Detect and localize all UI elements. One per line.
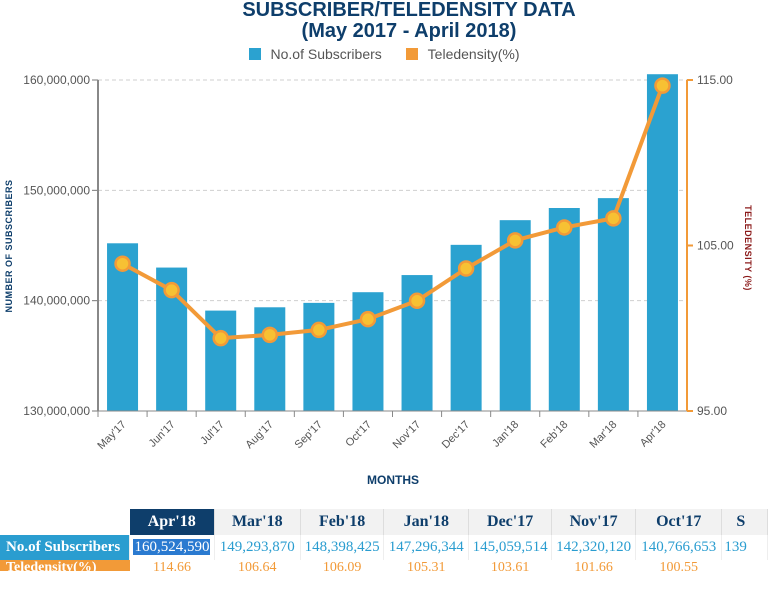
- table-header-month[interactable]: Nov'17: [551, 509, 637, 535]
- y-left-tick-label: 150,000,000: [23, 183, 90, 197]
- table-cell: 142,320,120: [551, 535, 637, 560]
- y-right-tick-label: 105.00: [697, 239, 734, 253]
- legend-label-teledensity: Teledensity(%): [427, 46, 520, 62]
- table-corner: [0, 509, 130, 535]
- table-cell: 148,398,425: [300, 535, 385, 560]
- chart-subtitle: (May 2017 - April 2018): [301, 20, 517, 42]
- table-cell: 101.66: [574, 560, 613, 571]
- y-right-tick-label: 115.00: [697, 73, 733, 87]
- chart-title-line1: SUBSCRIBER/TELEDENSITY DATA: [242, 0, 576, 21]
- table-cell: 160,524,590: [129, 535, 215, 560]
- combo-chart: 130,000,000 140,000,000 150,000,000 160,000…: [4, 73, 753, 487]
- teledensity-point: [212, 329, 229, 347]
- table-header-month[interactable]: Feb'18: [300, 509, 385, 535]
- legend: No.of Subscribers Teledensity(%): [0, 46, 768, 63]
- teledensity-point: [261, 326, 279, 344]
- table-cell: 145,059,514: [468, 535, 553, 560]
- x-tick-label: Dec'17: [440, 419, 472, 451]
- table-header-month[interactable]: Dec'17: [468, 509, 553, 535]
- subscribers-row-label: No.of Subscribers: [0, 535, 131, 560]
- x-tick-label: Nov'17: [391, 419, 423, 451]
- x-axis-title: MONTHS: [367, 473, 419, 487]
- teledensity-line: [121, 84, 665, 341]
- bar: [646, 74, 678, 411]
- x-tick-label: Jan'18: [490, 419, 521, 450]
- teledensity-point: [114, 255, 131, 272]
- data-table: Apr'18 Mar'18 Feb'18 Jan'18 Dec'17 Nov'1…: [0, 509, 768, 571]
- table-cell: 140,766,653: [635, 535, 723, 560]
- x-tick-label: Jul'17: [198, 419, 227, 448]
- table-cell: 139: [721, 535, 768, 560]
- teledensity-point: [408, 292, 426, 310]
- x-tick-label: Mar'18: [587, 419, 619, 451]
- table-cell: 106.09: [322, 560, 362, 571]
- table-cell: 103.61: [490, 560, 530, 571]
- x-tick-label: Jun'17: [147, 419, 178, 450]
- table-cell: 100.55: [659, 560, 699, 571]
- teledensity-row-label: Teledensity(%): [0, 560, 130, 571]
- table-cell: 147,296,344: [383, 535, 470, 560]
- legend-swatch-teledensity: [405, 48, 418, 60]
- table-cell: 149,293,870: [214, 535, 301, 560]
- legend-item-teledensity[interactable]: Teledensity(%): [405, 46, 520, 62]
- teledensity-point: [359, 310, 377, 328]
- legend-label-subscribers: No.of Subscribers: [270, 46, 382, 62]
- teledensity-point: [310, 321, 328, 339]
- x-tick-label: Apr'18: [638, 419, 669, 450]
- y-right-tick-label: 95.00: [697, 404, 727, 418]
- table-header-month[interactable]: S: [721, 509, 768, 535]
- table-header-month[interactable]: Mar'18: [214, 509, 301, 535]
- legend-item-subscribers[interactable]: No.of Subscribers: [248, 46, 382, 62]
- legend-swatch-subscribers: [248, 48, 261, 60]
- table-header-month[interactable]: Apr'18: [129, 509, 215, 535]
- y-left-tick-label: 160,000,000: [23, 73, 90, 87]
- x-tick-label: May'17: [95, 419, 128, 452]
- table-cell: 105.31: [407, 560, 446, 571]
- x-tick-label: Sep'17: [293, 419, 325, 451]
- x-tick-label: Feb'18: [538, 419, 570, 451]
- table-cell-value: 160,524,590: [133, 539, 211, 555]
- table-header-month[interactable]: Oct'17: [635, 509, 723, 535]
- teledensity-point: [556, 219, 573, 236]
- x-tick-label: Oct'17: [343, 419, 374, 450]
- teledensity-point: [506, 232, 524, 249]
- bar: [352, 292, 384, 411]
- table-cell: 106.64: [238, 560, 277, 571]
- y-left-tick-label: 130,000,000: [23, 404, 90, 418]
- teledensity-point: [654, 77, 671, 94]
- teledensity-point: [605, 210, 622, 227]
- bar: [254, 307, 286, 411]
- table-cell: 114.66: [152, 560, 191, 571]
- teledensity-point: [457, 260, 475, 277]
- bar: [499, 220, 531, 411]
- bar: [548, 208, 580, 411]
- bar: [303, 302, 335, 411]
- teledensity-point: [163, 281, 180, 299]
- y-left-tick-label: 140,000,000: [23, 294, 90, 308]
- x-tick-label: Aug'17: [243, 419, 275, 451]
- bar: [597, 198, 629, 411]
- table-cell: [722, 560, 768, 571]
- y-left-axis-title: NUMBER OF SUBSCRIBERS: [4, 179, 14, 312]
- table-header-month[interactable]: Jan'18: [383, 509, 470, 535]
- chart-title: SUBSCRIBER/TELEDENSITY DATA (May 2017 - …: [0, 0, 768, 42]
- y-right-axis-title: TELEDENSITY (%): [743, 205, 753, 291]
